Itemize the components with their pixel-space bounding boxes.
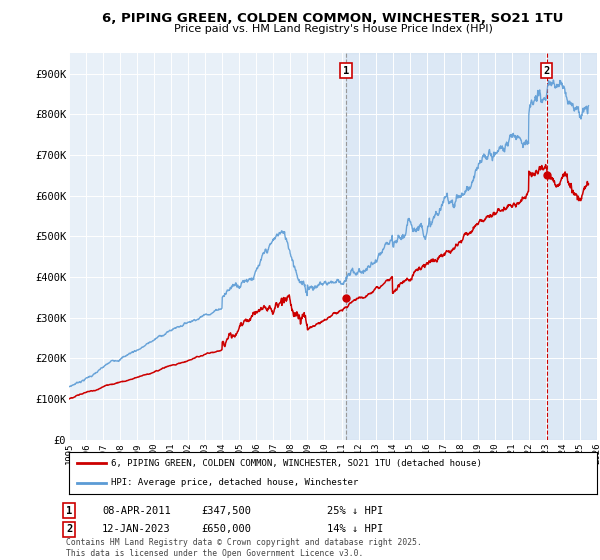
Text: £347,500: £347,500 (201, 506, 251, 516)
Text: 12-JAN-2023: 12-JAN-2023 (102, 524, 171, 534)
Text: 2: 2 (544, 66, 550, 76)
Text: 25% ↓ HPI: 25% ↓ HPI (327, 506, 383, 516)
Text: £650,000: £650,000 (201, 524, 251, 534)
Text: 6, PIPING GREEN, COLDEN COMMON, WINCHESTER, SO21 1TU (detached house): 6, PIPING GREEN, COLDEN COMMON, WINCHEST… (111, 459, 482, 468)
Text: HPI: Average price, detached house, Winchester: HPI: Average price, detached house, Winc… (111, 478, 358, 487)
Bar (346, 53, 597, 440)
Text: 1: 1 (343, 66, 349, 76)
Text: Contains HM Land Registry data © Crown copyright and database right 2025.
This d: Contains HM Land Registry data © Crown c… (66, 538, 422, 558)
Text: 6, PIPING GREEN, COLDEN COMMON, WINCHESTER, SO21 1TU: 6, PIPING GREEN, COLDEN COMMON, WINCHEST… (103, 12, 563, 25)
Text: Price paid vs. HM Land Registry's House Price Index (HPI): Price paid vs. HM Land Registry's House … (173, 24, 493, 34)
Text: 14% ↓ HPI: 14% ↓ HPI (327, 524, 383, 534)
Text: 2: 2 (66, 524, 72, 534)
Text: 08-APR-2011: 08-APR-2011 (102, 506, 171, 516)
Text: 1: 1 (66, 506, 72, 516)
